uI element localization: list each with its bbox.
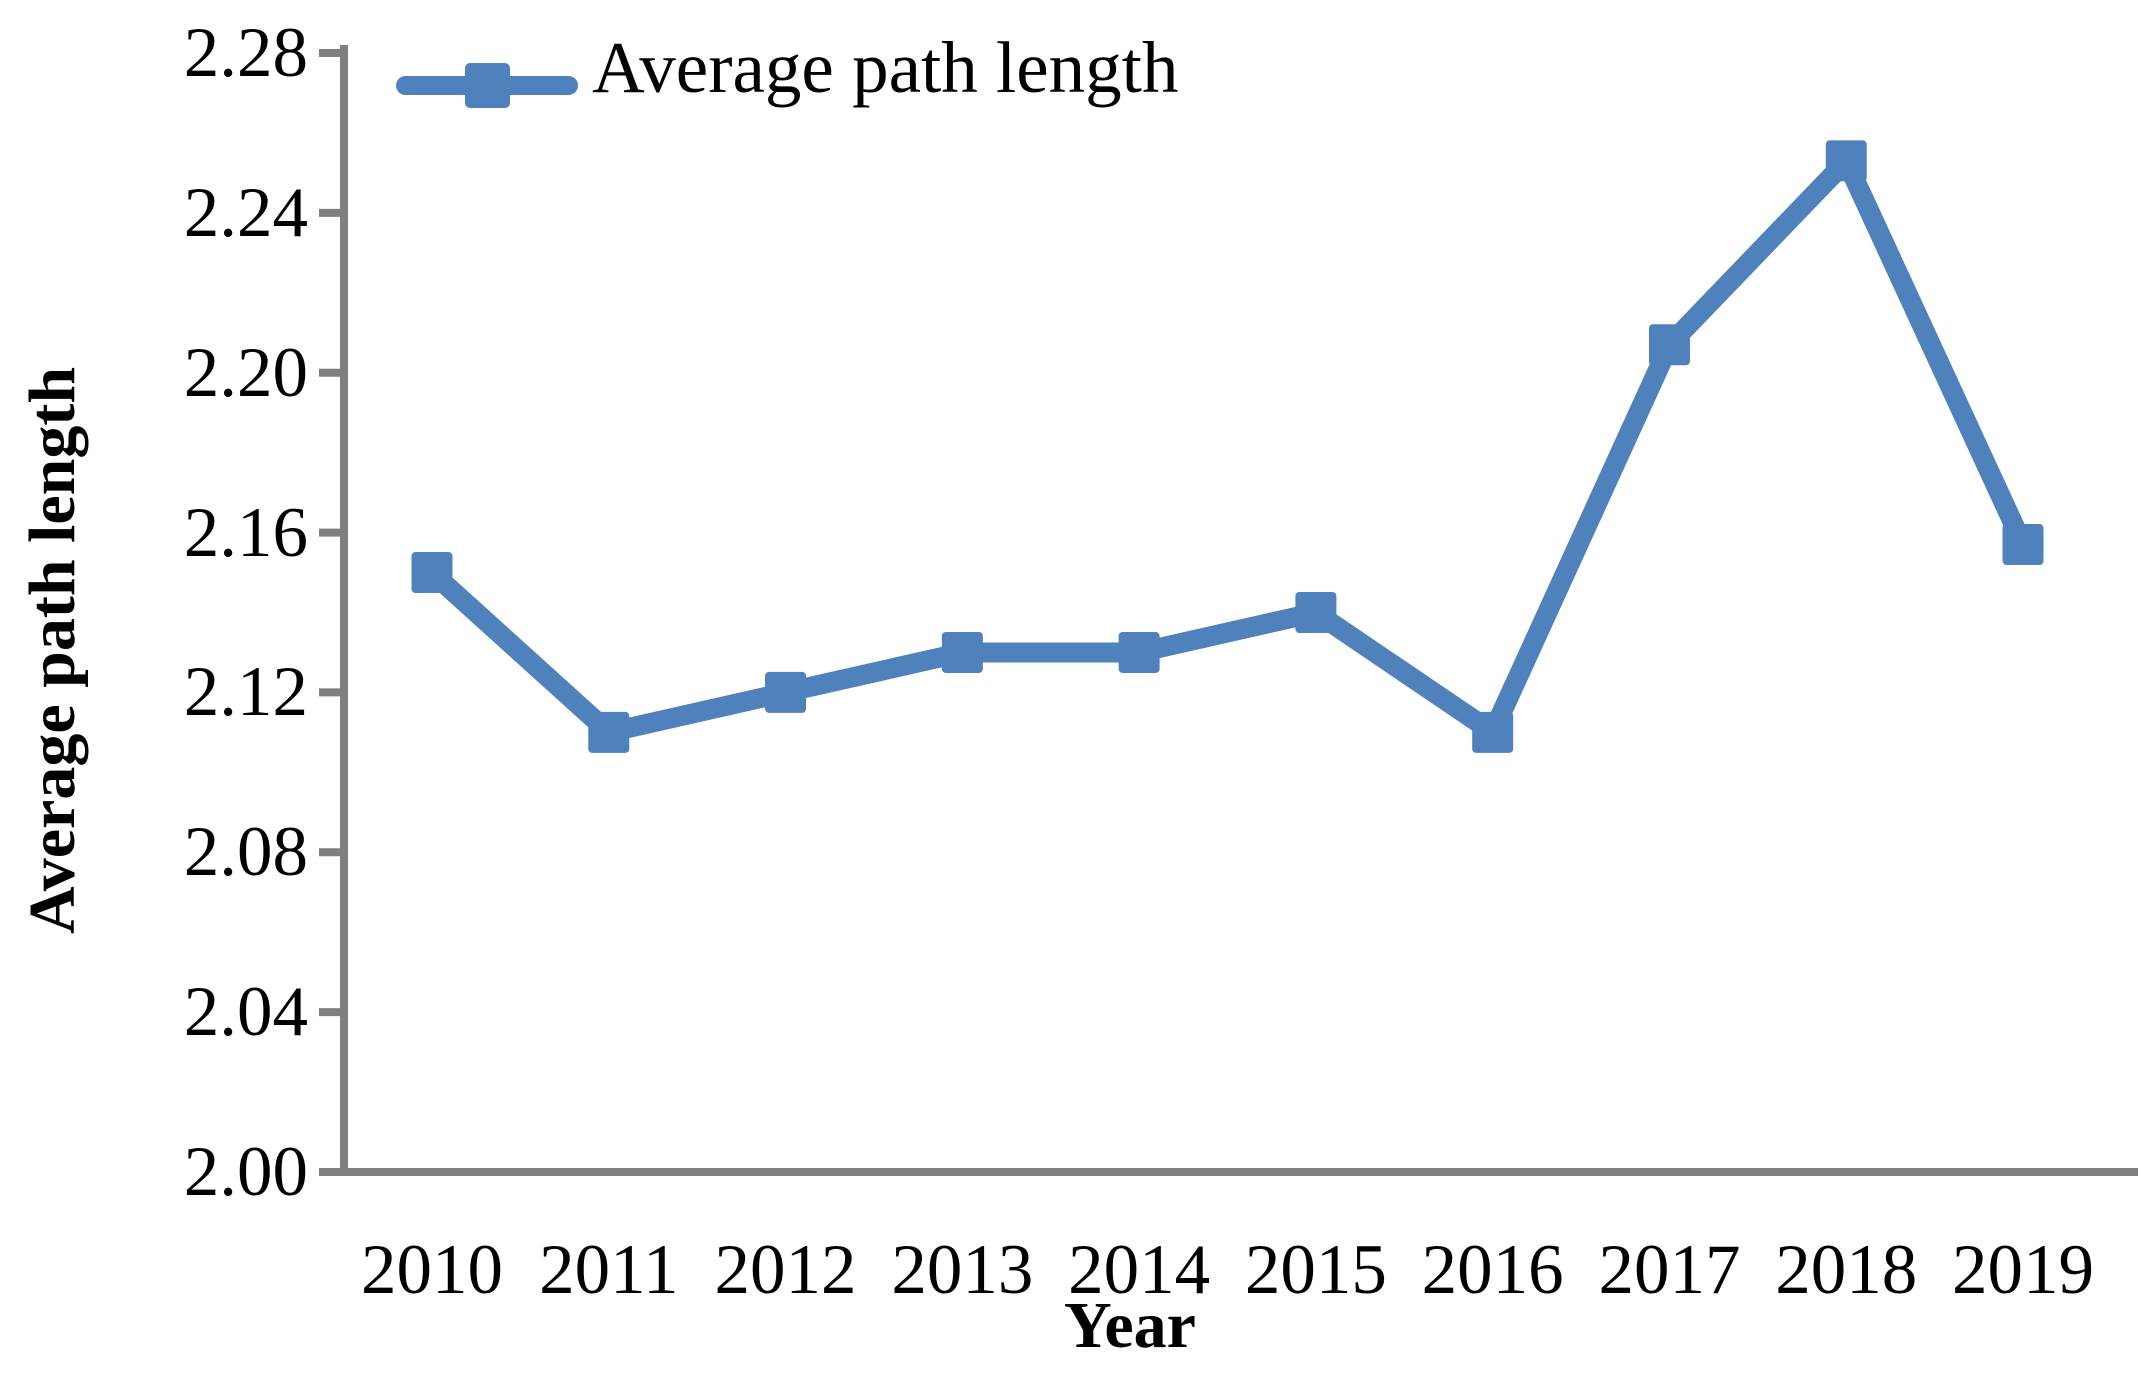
data-point-marker xyxy=(1825,140,1867,182)
x-tick-label: 2019 xyxy=(1952,1231,2095,1309)
data-point-marker xyxy=(2002,524,2044,566)
y-tick-label: 2.08 xyxy=(183,813,308,892)
x-tick-label: 2014 xyxy=(1068,1231,1211,1309)
y-tick-label: 2.24 xyxy=(183,173,308,252)
series-line xyxy=(425,150,2033,743)
x-tick-label: 2018 xyxy=(1775,1231,1918,1309)
data-point-marker xyxy=(1118,631,1160,673)
x-axis-title: Year xyxy=(1064,1289,1196,1362)
x-tick-label: 2016 xyxy=(1421,1231,1564,1309)
legend-line-marker-icon xyxy=(396,18,578,118)
x-tick-label: 2015 xyxy=(1244,1231,1387,1309)
y-tick-label: 2.04 xyxy=(183,973,308,1052)
data-point-marker xyxy=(765,671,807,713)
data-point-marker xyxy=(411,552,453,594)
data-point-marker xyxy=(1648,324,1690,366)
legend-label: Average path length xyxy=(592,27,1179,108)
x-tick-label: 2011 xyxy=(539,1231,679,1309)
y-tick-label: 2.12 xyxy=(183,653,308,732)
y-tick-label: 2.28 xyxy=(183,14,308,92)
x-tick-label: 2017 xyxy=(1598,1231,1741,1309)
y-tick-label: 2.16 xyxy=(183,493,308,572)
legend-square-marker-icon xyxy=(465,63,510,108)
data-point-marker xyxy=(1472,711,1514,753)
x-tick-label: 2012 xyxy=(714,1231,857,1309)
y-tick-label: 2.00 xyxy=(183,1133,308,1211)
x-tick-label: 2013 xyxy=(891,1231,1034,1309)
legend: Average path length xyxy=(396,18,1178,118)
data-point-marker xyxy=(941,631,983,673)
data-point-marker xyxy=(1295,592,1337,633)
x-tick-label: 2010 xyxy=(361,1231,503,1309)
y-tick-label: 2.20 xyxy=(183,333,308,412)
data-point-marker xyxy=(588,711,630,753)
